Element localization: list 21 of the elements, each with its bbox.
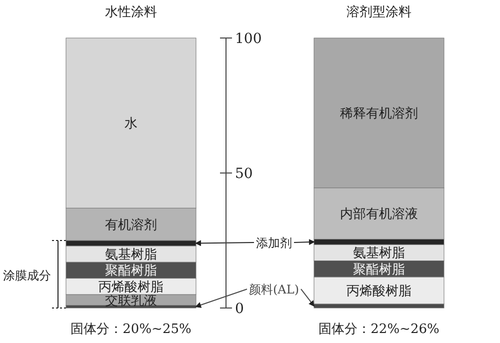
annotation: 涂膜成分 xyxy=(3,268,51,282)
text: 固体分：22%~26% xyxy=(318,322,440,337)
y-tick-label: 50 xyxy=(235,166,253,182)
x-tick-label: 溶剂型涂料 xyxy=(346,4,412,20)
x-tick-label: 水性涂料 xyxy=(105,5,157,20)
series-label: 交联乳液 xyxy=(105,292,157,308)
text: 氨基树脂 xyxy=(353,246,405,262)
legend-label: 颜料(AL) xyxy=(249,282,299,297)
text: 丙烯酸树脂 xyxy=(346,284,412,299)
series-label: 稀释有机溶剂 xyxy=(340,105,418,122)
text: 固体分：20%~25% xyxy=(70,322,192,337)
legend-label: 添加剂 xyxy=(256,236,292,250)
y-tick-label: 0 xyxy=(235,301,244,317)
series-label: 水 xyxy=(124,116,138,132)
series-label: 丙烯酸树脂 xyxy=(98,280,164,295)
y-tick-label: 100 xyxy=(235,31,262,47)
series-label: 氨基树脂 xyxy=(105,248,157,262)
series-label: 有机溶剂 xyxy=(105,216,157,233)
series-label: 聚酯树脂 xyxy=(105,264,157,279)
text: 聚酯树脂 xyxy=(353,262,405,278)
series-label: 内部有机溶液 xyxy=(340,206,418,222)
